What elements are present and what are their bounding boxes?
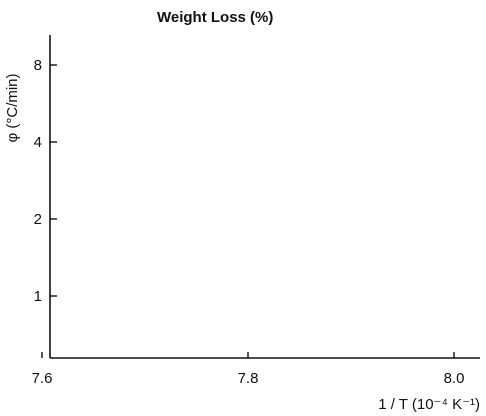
x-ticks: 7.67.88.08.28.48.68.89.09.2 bbox=[32, 352, 465, 387]
y-ticks: 1 2 4 8 bbox=[34, 57, 57, 305]
x-tick-label: 8.0 bbox=[444, 370, 465, 387]
x-tick-label: 7.8 bbox=[238, 370, 259, 387]
x-tick-label: 7.6 bbox=[32, 370, 53, 387]
y-axis-title: φ (°C/min) bbox=[4, 73, 21, 142]
y-tick-label: 2 bbox=[34, 211, 42, 228]
y-tick-label: 1 bbox=[34, 288, 42, 305]
x-axis-title: 1 / T (10⁻⁴ K⁻¹) bbox=[378, 396, 480, 413]
y-tick-label: 4 bbox=[34, 134, 42, 151]
y-tick-label: 8 bbox=[34, 57, 42, 74]
chart-title: Weight Loss (%) bbox=[157, 9, 273, 26]
